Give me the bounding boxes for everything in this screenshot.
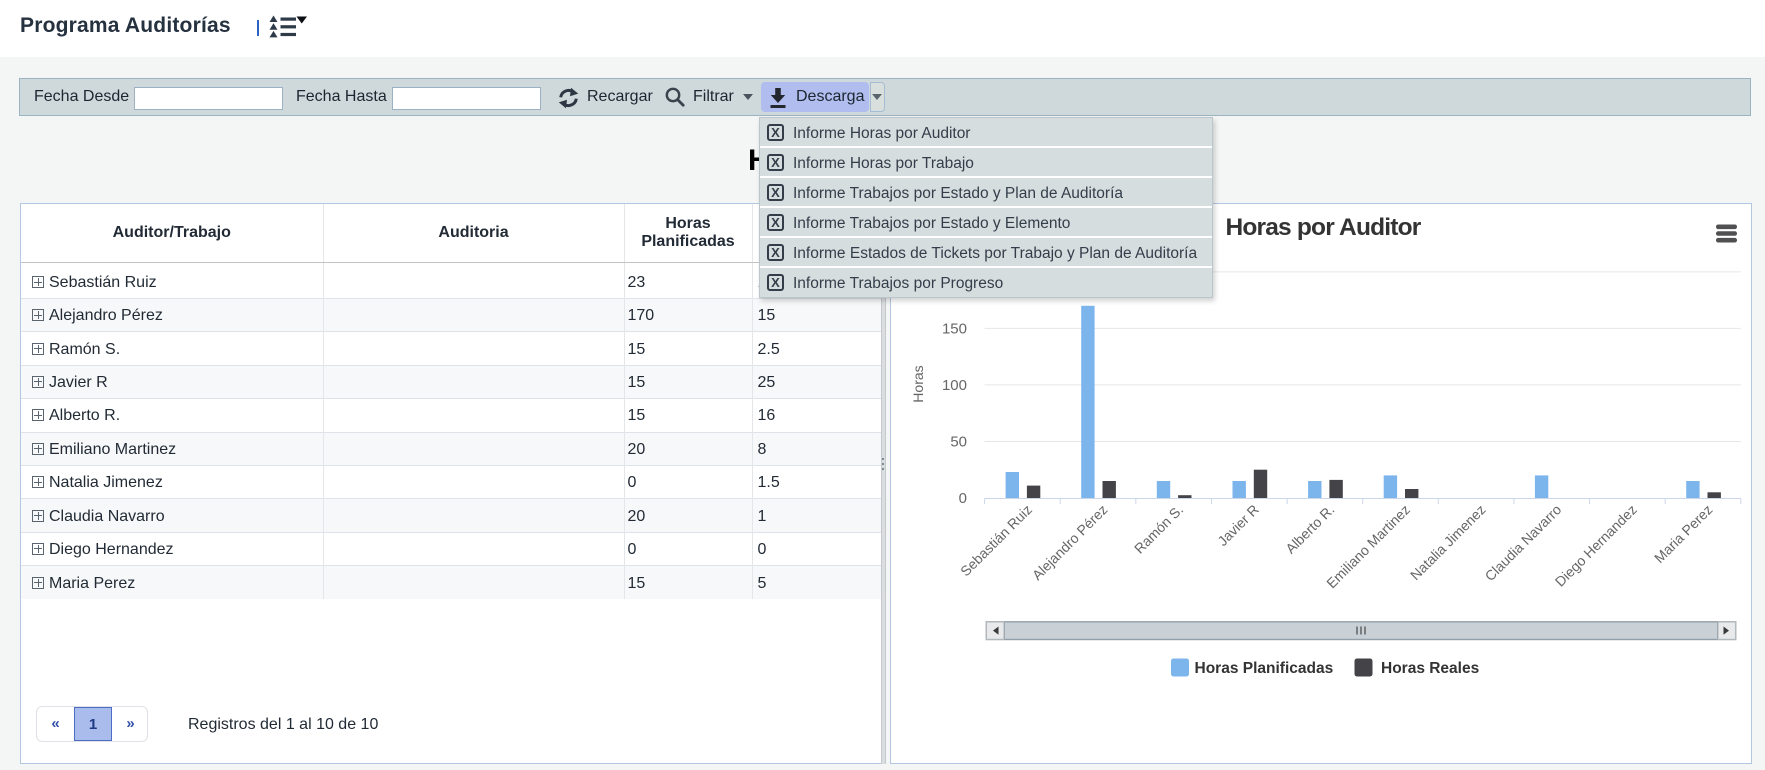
svg-text:50: 50	[950, 434, 967, 451]
svg-text:Claudia Navarro: Claudia Navarro	[1482, 501, 1565, 584]
svg-text:Alberto R.: Alberto R.	[1282, 501, 1337, 556]
svg-text:150: 150	[942, 320, 967, 337]
svg-text:Alejandro Pérez: Alejandro Pérez	[1029, 501, 1111, 583]
svg-text:Emiliano Martinez: Emiliano Martinez	[1323, 501, 1413, 591]
svg-text:Horas Planificadas: Horas Planificadas	[1195, 660, 1334, 677]
svg-text:Horas Reales: Horas Reales	[1381, 660, 1479, 677]
svg-text:100: 100	[942, 377, 967, 394]
svg-text:0: 0	[959, 490, 967, 507]
svg-text:Diego Hernandez: Diego Hernandez	[1552, 501, 1640, 589]
svg-text:Natalia Jimenez: Natalia Jimenez	[1407, 501, 1489, 583]
svg-text:Javier R: Javier R	[1214, 501, 1262, 549]
svg-text:Maria Perez: Maria Perez	[1651, 501, 1716, 566]
svg-text:Horas: Horas	[910, 365, 926, 402]
svg-text:Sebastián Ruiz: Sebastián Ruiz	[957, 501, 1035, 579]
svg-text:Horas por Auditor: Horas por Auditor	[1225, 214, 1421, 241]
svg-text:Ramón S.: Ramón S.	[1131, 501, 1186, 556]
